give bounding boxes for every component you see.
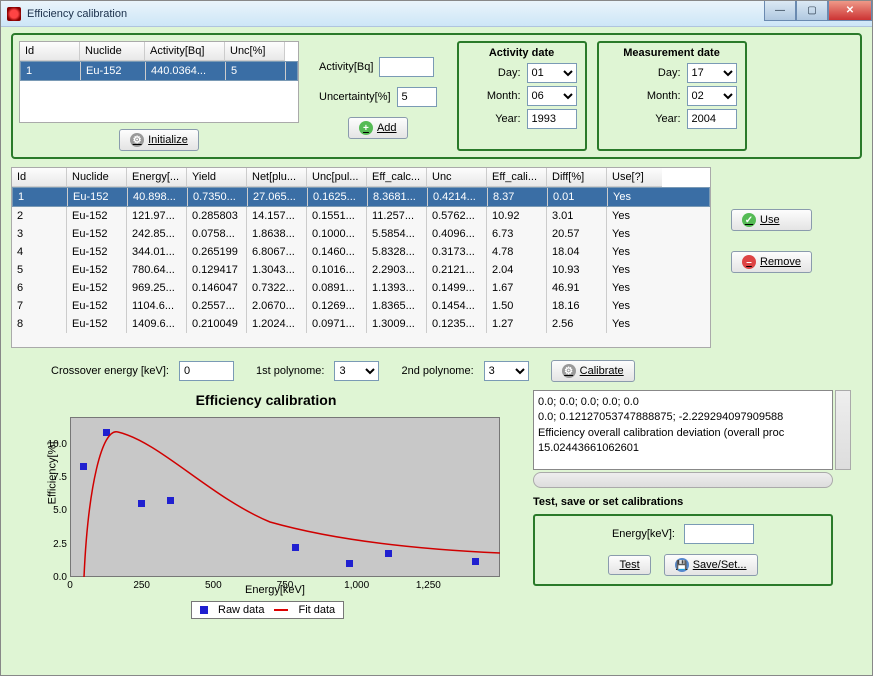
- measurement-date-title: Measurement date: [607, 47, 737, 59]
- add-button[interactable]: +Add: [348, 117, 408, 139]
- close-button[interactable]: ✕: [828, 1, 872, 21]
- poly2-label: 2nd polynome:: [401, 365, 473, 377]
- save-icon: 💾: [675, 558, 689, 572]
- initialize-button[interactable]: ⚙Initialize: [119, 129, 199, 151]
- table-row[interactable]: 3Eu-152242.85...0.0758...1.8638...0.1000…: [12, 225, 710, 243]
- measurement-year-input[interactable]: [687, 109, 737, 129]
- activity-date-box: Activity date Day:01 Month:06 Year:: [457, 41, 587, 151]
- minimize-button[interactable]: —: [764, 1, 796, 21]
- column-header[interactable]: Id: [12, 168, 67, 187]
- legend: Raw data Fit data: [191, 601, 344, 619]
- poly2-select[interactable]: 3: [484, 361, 529, 381]
- data-table[interactable]: IdNuclideEnergy[...YieldNet[plu...Unc[pu…: [11, 167, 711, 348]
- crossover-input[interactable]: [179, 361, 234, 381]
- content: Id Nuclide Activity[Bq] Unc[%] 1 Eu-152 …: [1, 27, 872, 675]
- column-header[interactable]: Eff_cali...: [487, 168, 547, 187]
- remove-icon: –: [742, 255, 756, 269]
- output-text: 0.0; 0.0; 0.0; 0.0; 0.0 0.0; 0.121270537…: [533, 390, 833, 470]
- table-row[interactable]: 1Eu-15240.898...0.7350...27.065...0.1625…: [12, 187, 710, 207]
- activity-month-select[interactable]: 06: [527, 86, 577, 106]
- column-header[interactable]: Net[plu...: [247, 168, 307, 187]
- test-section-title: Test, save or set calibrations: [533, 496, 833, 508]
- raw-marker-icon: [200, 606, 208, 614]
- calibration-controls: Crossover energy [keV]: 1st polynome: 3 …: [51, 360, 862, 382]
- column-header[interactable]: Yield: [187, 168, 247, 187]
- calibrate-button[interactable]: ⚙Calibrate: [551, 360, 635, 382]
- column-header[interactable]: Energy[...: [127, 168, 187, 187]
- table-row[interactable]: 2Eu-152121.97...0.28580314.157...0.1551.…: [12, 207, 710, 225]
- fit-line-icon: [274, 609, 288, 611]
- top-panel: Id Nuclide Activity[Bq] Unc[%] 1 Eu-152 …: [11, 33, 862, 159]
- column-header[interactable]: Diff[%]: [547, 168, 607, 187]
- chart-title: Efficiency calibration: [11, 392, 521, 408]
- add-icon: +: [359, 121, 373, 135]
- column-header[interactable]: Nuclide: [67, 168, 127, 187]
- gear-icon: ⚙: [130, 133, 144, 147]
- use-button[interactable]: ✓Use: [731, 209, 812, 231]
- table-row[interactable]: 1 Eu-152 440.0364... 5: [20, 61, 298, 81]
- measurement-date-box: Measurement date Day:17 Month:02 Year:: [597, 41, 747, 151]
- table-row[interactable]: 4Eu-152344.01...0.2651996.8067...0.1460.…: [12, 243, 710, 261]
- nuclide-table[interactable]: Id Nuclide Activity[Bq] Unc[%] 1 Eu-152 …: [19, 41, 299, 123]
- uncertainty-input[interactable]: [397, 87, 437, 107]
- scrollbar-vertical[interactable]: [835, 390, 851, 470]
- activity-day-select[interactable]: 01: [527, 63, 577, 83]
- check-icon: ✓: [742, 213, 756, 227]
- gear-icon: ⚙: [562, 364, 576, 378]
- table-row[interactable]: 7Eu-1521104.6...0.2557...2.0670...0.1269…: [12, 297, 710, 315]
- col-id[interactable]: Id: [20, 42, 80, 61]
- energy-label: Energy[keV]:: [612, 528, 675, 540]
- column-header[interactable]: Unc[pul...: [307, 168, 367, 187]
- table-row[interactable]: 8Eu-1521409.6...0.2100491.2024...0.0971.…: [12, 315, 710, 333]
- titlebar: Efficiency calibration — ▢ ✕: [1, 1, 872, 27]
- column-header[interactable]: Eff_calc...: [367, 168, 427, 187]
- col-unc[interactable]: Unc[%]: [225, 42, 285, 61]
- column-header[interactable]: Use[?]: [607, 168, 662, 187]
- activity-input[interactable]: [379, 57, 434, 77]
- crossover-label: Crossover energy [keV]:: [51, 365, 169, 377]
- test-button[interactable]: Test: [608, 555, 650, 575]
- poly1-label: 1st polynome:: [256, 365, 324, 377]
- column-header[interactable]: Unc: [427, 168, 487, 187]
- remove-button[interactable]: –Remove: [731, 251, 812, 273]
- test-box: Energy[keV]: Test 💾Save/Set...: [533, 514, 833, 586]
- uncertainty-label: Uncertainty[%]: [319, 91, 391, 103]
- activity-label: Activity[Bq]: [319, 61, 373, 73]
- poly1-select[interactable]: 3: [334, 361, 379, 381]
- save-set-button[interactable]: 💾Save/Set...: [664, 554, 758, 576]
- scrollbar-horizontal[interactable]: [533, 472, 833, 488]
- activity-date-title: Activity date: [467, 47, 577, 59]
- col-activity[interactable]: Activity[Bq]: [145, 42, 225, 61]
- activity-year-input[interactable]: [527, 109, 577, 129]
- fit-curve: [70, 417, 500, 577]
- maximize-button[interactable]: ▢: [796, 1, 828, 21]
- app-icon: [7, 7, 21, 21]
- measurement-day-select[interactable]: 17: [687, 63, 737, 83]
- col-nuclide[interactable]: Nuclide: [80, 42, 145, 61]
- table-row[interactable]: 6Eu-152969.25...0.1460470.7322...0.0891.…: [12, 279, 710, 297]
- chart: Efficiency calibration Efficiency[%] Ene…: [11, 390, 521, 619]
- window: Efficiency calibration — ▢ ✕ Id Nuclide …: [0, 0, 873, 676]
- energy-input[interactable]: [684, 524, 754, 544]
- table-row[interactable]: 5Eu-152780.64...0.1294171.3043...0.1016.…: [12, 261, 710, 279]
- measurement-month-select[interactable]: 02: [687, 86, 737, 106]
- window-title: Efficiency calibration: [27, 8, 127, 20]
